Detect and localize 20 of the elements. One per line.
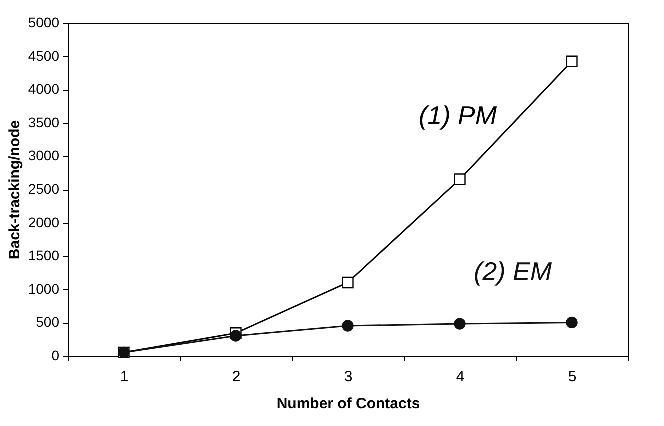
- y-tick-label: 2000: [28, 214, 60, 230]
- y-tick-label: 2500: [28, 181, 60, 197]
- series-label: (1) PM: [419, 100, 498, 131]
- y-tick-label: 3500: [28, 114, 60, 130]
- y-tick-label: 1500: [28, 248, 60, 264]
- y-tick-label: 3000: [28, 148, 60, 164]
- y-tick-label: 4000: [28, 81, 60, 98]
- y-tick-label: 5000: [28, 14, 60, 30]
- x-tick-label: 3: [344, 368, 353, 386]
- x-tick-label: 5: [568, 368, 577, 386]
- y-tick-label: 500: [36, 314, 60, 330]
- x-tick-label: 4: [456, 368, 465, 386]
- series-label: (2) EM: [474, 256, 552, 287]
- x-axis-title: Number of Contacts: [276, 396, 420, 412]
- y-tick-label: 4500: [28, 48, 60, 64]
- x-tick-label: 2: [232, 368, 241, 386]
- y-axis-title: Back-tracking/node: [6, 120, 24, 260]
- y-tick-label: 1000: [28, 280, 60, 297]
- x-tick-label: 1: [120, 368, 129, 386]
- y-tick-label: 0: [52, 348, 60, 364]
